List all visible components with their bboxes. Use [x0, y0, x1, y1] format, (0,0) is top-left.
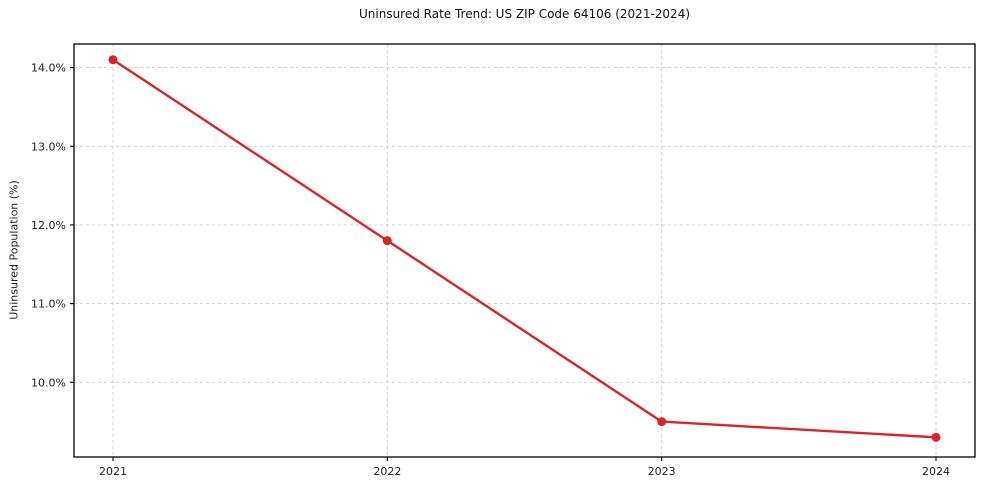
y-tick-label: 11.0% [31, 298, 66, 311]
x-tick-label: 2023 [648, 465, 676, 478]
x-tick-label: 2022 [373, 465, 401, 478]
data-point-marker [382, 236, 392, 246]
data-point-marker [108, 55, 118, 65]
data-point-marker [657, 417, 667, 427]
chart-title: Uninsured Rate Trend: US ZIP Code 64106 … [358, 7, 691, 21]
data-point-marker [931, 432, 941, 442]
y-tick-label: 13.0% [31, 140, 66, 153]
y-tick-label: 14.0% [31, 62, 66, 75]
data-line [111, 58, 938, 439]
axes-border [73, 43, 976, 458]
y-tick-label: 12.0% [31, 219, 66, 232]
y-tick-label: 10.0% [31, 376, 66, 389]
x-tick-label: 2024 [922, 465, 950, 478]
x-tick-label: 2021 [99, 465, 127, 478]
